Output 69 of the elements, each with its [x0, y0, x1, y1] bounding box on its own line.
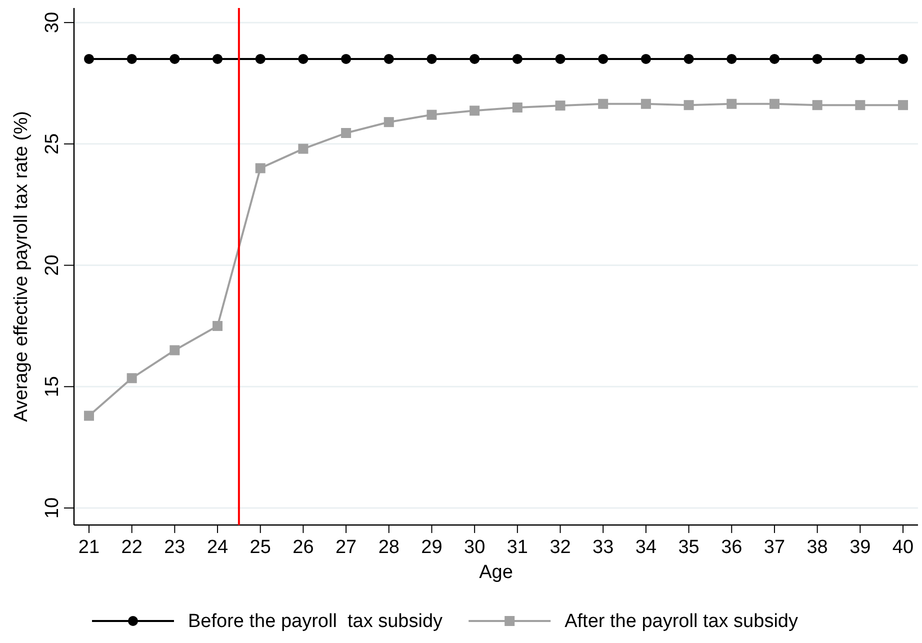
point: [84, 410, 94, 421]
point: [212, 320, 223, 331]
x-tick-label: 31: [506, 537, 528, 558]
point: [855, 54, 866, 64]
point: [341, 128, 352, 138]
point: [855, 100, 866, 110]
x-tick-label: 26: [292, 537, 314, 558]
point: [126, 373, 137, 384]
x-tick-label: 34: [635, 537, 657, 558]
point: [898, 54, 908, 64]
x-tick-label: 25: [250, 537, 271, 558]
point: [470, 54, 480, 64]
point: [684, 54, 694, 64]
point: [640, 54, 651, 64]
point: [255, 163, 266, 174]
point: [255, 54, 266, 64]
point: [298, 54, 308, 64]
x-tick-label: 35: [678, 537, 700, 558]
x-axis-title: Age: [479, 562, 513, 583]
point: [684, 100, 694, 110]
point: [512, 54, 522, 64]
x-tick-label: 38: [806, 537, 828, 558]
point: [384, 54, 394, 64]
point: [598, 98, 608, 109]
point: [898, 100, 908, 110]
point: [598, 54, 608, 64]
x-tick-label: 33: [592, 537, 614, 558]
x-tick-label: 40: [892, 537, 914, 558]
point: [298, 144, 308, 154]
y-tick-label: 30: [42, 12, 63, 34]
point: [640, 98, 651, 109]
y-axis-title: Average effective payroll tax rate (%): [11, 111, 32, 422]
point: [212, 54, 223, 64]
x-tick-label: 27: [335, 537, 357, 558]
point: [126, 54, 137, 64]
point: [726, 54, 737, 64]
x-tick-label: 28: [378, 537, 400, 558]
point: [812, 54, 822, 64]
point: [555, 100, 566, 111]
point: [170, 54, 180, 64]
x-tick-label: 23: [164, 537, 186, 558]
y-tick-label: 20: [42, 254, 63, 276]
x-tick-label: 36: [721, 537, 742, 558]
point: [384, 117, 394, 128]
point: [426, 54, 437, 64]
point: [769, 54, 780, 64]
y-tick-label: 15: [42, 376, 63, 398]
x-tick-label: 22: [121, 537, 142, 558]
point: [555, 54, 566, 64]
point: [512, 102, 522, 113]
x-tick-label: 39: [850, 537, 871, 558]
x-tick-label: 30: [464, 537, 486, 558]
x-tick-label: 29: [421, 537, 442, 558]
point: [170, 345, 180, 356]
point: [812, 100, 822, 110]
point: [470, 106, 480, 116]
legend-label: After the payroll tax subsidy: [564, 611, 798, 632]
point: [726, 98, 737, 109]
point: [84, 54, 94, 64]
point: [341, 54, 352, 64]
y-tick-label: 25: [42, 133, 63, 154]
x-tick-label: 24: [206, 537, 229, 558]
x-tick-label: 21: [78, 537, 100, 558]
legend-label: Before the payroll tax subsidy: [188, 611, 444, 632]
point: [769, 98, 780, 109]
x-tick-label: 37: [764, 537, 786, 558]
y-tick-label: 10: [42, 497, 63, 519]
point: [426, 110, 437, 120]
x-tick-label: 32: [550, 537, 571, 558]
